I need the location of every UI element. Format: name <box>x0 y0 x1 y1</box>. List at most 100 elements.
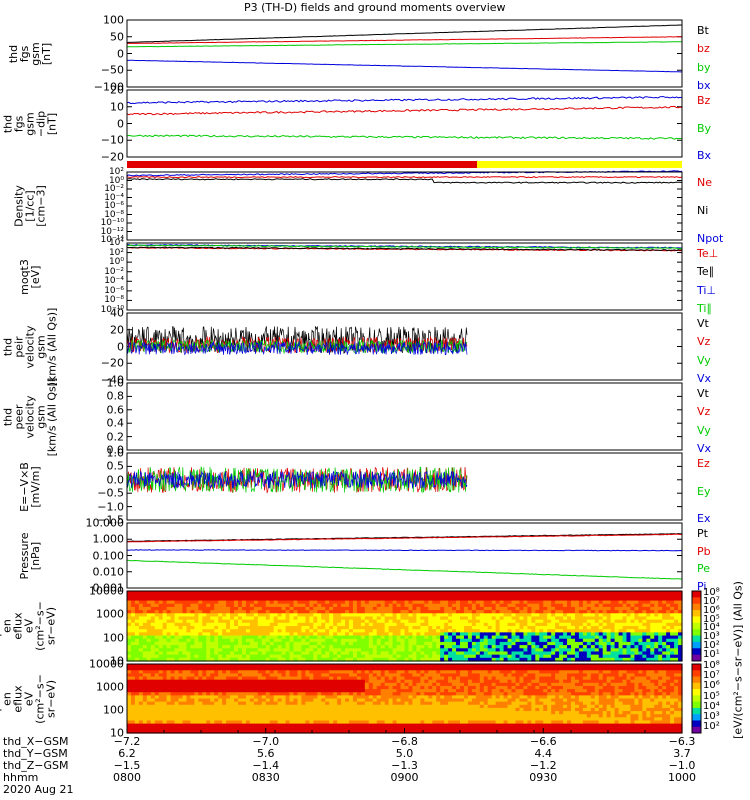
heatmap-cell <box>543 619 548 624</box>
heatmap-cell <box>301 651 306 656</box>
heatmap-cell <box>440 692 445 696</box>
heatmap-cell <box>602 632 608 637</box>
heatmap-cell <box>218 726 223 731</box>
heatmap-cell <box>305 679 310 684</box>
heatmap-cell <box>535 651 540 656</box>
heatmap-cell <box>428 654 433 659</box>
heatmap-cell <box>424 685 429 690</box>
heatmap-cell <box>257 676 263 681</box>
heatmap-cell <box>198 594 203 598</box>
heatmap-cell <box>138 645 144 649</box>
heatmap-cell <box>146 717 152 722</box>
heatmap-cell <box>337 664 342 668</box>
heatmap-cell <box>234 629 239 633</box>
heatmap-cell <box>226 726 231 731</box>
heatmap-cell <box>253 603 259 608</box>
heatmap-cell <box>146 711 152 715</box>
heatmap-cell <box>618 594 624 598</box>
heatmap-cell <box>368 613 374 618</box>
heatmap-cell <box>154 641 160 646</box>
heatmap-cell <box>174 638 180 643</box>
heatmap-cell <box>210 717 215 722</box>
heatmap-cell <box>273 591 279 595</box>
heatmap-cell <box>214 729 219 734</box>
heatmap-cell <box>543 648 548 653</box>
heatmap-cell <box>257 651 263 656</box>
heatmap-cell <box>555 622 560 627</box>
heatmap-cell <box>297 726 303 731</box>
heatmap-cell <box>206 711 211 715</box>
heatmap-cell <box>230 638 235 643</box>
heatmap-cell <box>329 613 334 618</box>
heatmap-cell <box>349 603 354 608</box>
heatmap-cell <box>602 591 608 595</box>
heatmap-cell <box>301 603 306 608</box>
heatmap-cell <box>337 670 342 675</box>
heatmap-cell <box>341 622 346 627</box>
heatmap-cell <box>285 626 291 630</box>
heatmap-cell <box>610 629 616 633</box>
heatmap-cell <box>297 714 303 718</box>
heatmap-cell <box>618 616 624 621</box>
heatmap-cell <box>364 714 370 718</box>
heatmap-cell <box>222 613 227 618</box>
heatmap-cell <box>218 610 223 614</box>
heatmap-cell <box>253 651 259 656</box>
heatmap-cell <box>222 648 227 653</box>
heatmap-cell <box>218 670 223 675</box>
heatmap-cell <box>210 613 215 618</box>
heatmap-cell <box>507 597 513 602</box>
heatmap-cell <box>134 654 140 659</box>
heatmap-cell <box>313 729 318 734</box>
heatmap-cell <box>356 720 362 725</box>
heatmap-cell <box>511 638 517 643</box>
heatmap-cell <box>182 594 188 598</box>
heatmap-cell <box>384 622 390 627</box>
heatmap-cell <box>222 597 227 602</box>
heatmap-cell <box>162 594 168 598</box>
heatmap-cell <box>241 673 247 678</box>
heatmap-cell <box>202 695 207 700</box>
heatmap-cell <box>670 654 675 659</box>
heatmap-cell <box>408 670 414 675</box>
heatmap-cell <box>309 626 314 630</box>
heatmap-cell <box>186 657 192 662</box>
heatmap-cell <box>265 619 271 624</box>
heatmap-cell <box>452 651 457 656</box>
heatmap-cell <box>154 698 160 703</box>
heatmap-cell <box>206 645 211 649</box>
heatmap-cell <box>313 698 318 703</box>
heatmap-cell <box>265 638 271 643</box>
heatmap-cell <box>436 606 441 611</box>
heatmap-cell <box>349 692 354 696</box>
heatmap-cell <box>190 619 195 624</box>
heatmap-cell <box>515 591 521 595</box>
heatmap-cell <box>634 626 639 630</box>
heatmap-cell <box>234 638 239 643</box>
heatmap-cell <box>662 594 667 598</box>
heatmap-cell <box>412 707 417 712</box>
heatmap-cell <box>364 635 370 640</box>
heatmap-cell <box>345 698 350 703</box>
series-line-Pt <box>127 532 683 542</box>
heatmap-cell <box>471 597 477 602</box>
heatmap-cell <box>174 698 180 703</box>
heatmap-cell <box>190 657 195 662</box>
heatmap-cell <box>305 685 310 690</box>
heatmap-cell <box>432 723 437 728</box>
heatmap-cell <box>337 638 342 643</box>
heatmap-cell <box>602 654 608 659</box>
heatmap-cell <box>253 606 259 611</box>
heatmap-cell <box>384 626 390 630</box>
heatmap-cell <box>337 629 342 633</box>
heatmap-cell <box>301 726 306 731</box>
heatmap-cell <box>467 600 473 605</box>
heatmap-cell <box>214 667 219 671</box>
heatmap-cell <box>138 679 144 684</box>
heatmap-cell <box>444 632 449 637</box>
heatmap-cell <box>198 692 203 696</box>
heatmap-cell <box>384 698 390 703</box>
heatmap-cell <box>349 664 354 668</box>
heatmap-cell <box>491 594 497 598</box>
heatmap-cell <box>444 603 449 608</box>
